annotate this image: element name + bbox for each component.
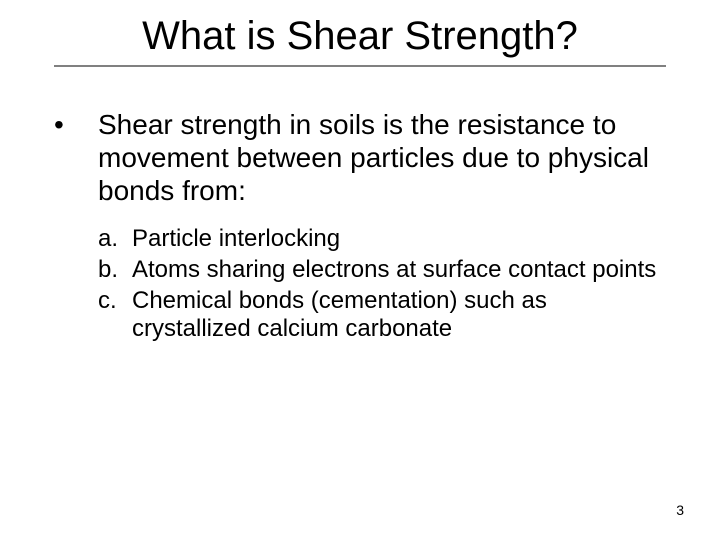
sub-mark: b. bbox=[98, 256, 132, 285]
slide: What is Shear Strength? • Shear strength… bbox=[0, 0, 720, 540]
page-number: 3 bbox=[676, 502, 684, 518]
bullet-item: • Shear strength in soils is the resista… bbox=[54, 108, 666, 207]
title-underline bbox=[54, 65, 666, 67]
sub-text: Particle interlocking bbox=[132, 225, 666, 254]
sub-mark: a. bbox=[98, 225, 132, 254]
sub-text: Chemical bonds (cementation) such as cry… bbox=[132, 287, 666, 345]
sub-mark: c. bbox=[98, 287, 132, 316]
bullet-text: Shear strength in soils is the resistanc… bbox=[98, 108, 666, 207]
sub-item: a. Particle interlocking bbox=[98, 225, 666, 254]
slide-title: What is Shear Strength? bbox=[0, 14, 720, 59]
sub-list: a. Particle interlocking b. Atoms sharin… bbox=[98, 225, 666, 344]
sub-item: c. Chemical bonds (cementation) such as … bbox=[98, 287, 666, 345]
sub-item: b. Atoms sharing electrons at surface co… bbox=[98, 256, 666, 285]
sub-text: Atoms sharing electrons at surface conta… bbox=[132, 256, 666, 285]
slide-body: • Shear strength in soils is the resista… bbox=[54, 108, 666, 346]
bullet-mark: • bbox=[54, 108, 98, 141]
